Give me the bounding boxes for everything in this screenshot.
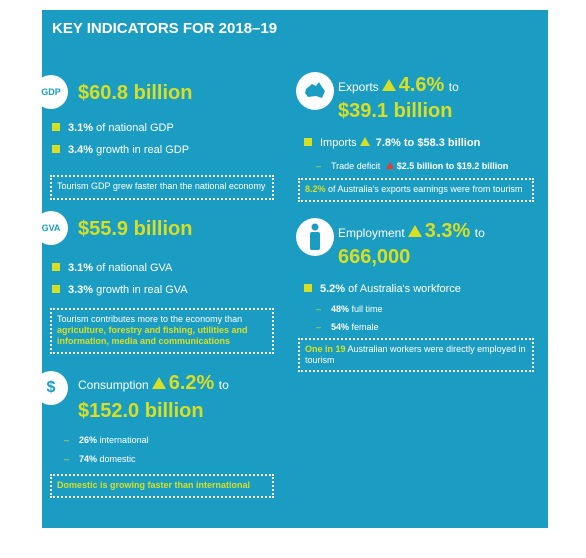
up-arrow (381, 79, 396, 91)
bullet: 3.1% of national GDP (52, 122, 174, 134)
person-head (311, 223, 319, 231)
employment-line: Employment 3.3% to (338, 220, 485, 243)
person-body (310, 232, 320, 250)
note: Tourism contributes more to the economy … (50, 308, 274, 354)
bullet-strong: 3.1% (68, 122, 94, 134)
bullet-text: growth in real GVA (96, 284, 188, 296)
bullet: 3.4% growth in real GDP (52, 144, 189, 156)
sub-strong: 74% (79, 454, 98, 464)
badge-text: GDP (41, 87, 61, 97)
indicator-panel: KEY INDICATORS FOR 2018–19 GDP $60.8 bil… (34, 10, 548, 528)
exports-headline: $39.1 billion (338, 100, 453, 122)
change: 4.6% (398, 74, 445, 96)
sub-item: 26% international (64, 435, 149, 445)
to: to (218, 378, 229, 392)
sub-text: full time (351, 304, 383, 314)
note: Domestic is growing faster than internat… (50, 474, 274, 498)
bullet-strong: 3.3% (68, 284, 94, 296)
change: 6.2% (168, 372, 215, 394)
sub-text: domestic (99, 454, 136, 464)
bullet: 5.2% of Australia's workforce (304, 283, 461, 295)
bullet-strong: 3.4% (68, 144, 94, 156)
map-shape (305, 82, 325, 98)
sub-item: 48% full time (316, 304, 383, 314)
person-glyph (310, 223, 320, 250)
title: KEY INDICATORS FOR 2018–19 (52, 20, 278, 37)
note: Tourism GDP grew faster than the nationa… (50, 175, 274, 200)
gdp-headline: $60.8 billion (78, 82, 193, 104)
gva-headline: $55.9 billion (78, 218, 193, 240)
bullet-strong: 7.8% (375, 137, 401, 149)
bullet-strong: 5.2% (320, 283, 346, 295)
sub-item: 54% female (316, 322, 379, 332)
bullet-text: Imports (320, 137, 357, 149)
to: to (448, 80, 459, 94)
sub-item: Trade deficit $2.5 billion to $19.2 bill… (316, 161, 508, 171)
bullet-text: of national GVA (96, 262, 173, 274)
note-text: Tourism GDP grew faster than the nationa… (57, 181, 266, 191)
map-glyph (305, 82, 325, 98)
up-arrow (151, 377, 166, 389)
badge-text: GVA (41, 223, 61, 233)
note-highlight: 8.2% (305, 184, 326, 194)
gva-badge: GVA (34, 211, 68, 245)
sub-item: 74% domestic (64, 454, 136, 464)
sub-text: international (99, 435, 149, 445)
australia-icon (296, 72, 334, 110)
sub-text: female (351, 322, 379, 332)
coins-icon: $ (34, 371, 68, 405)
sub-strong: 54% (331, 322, 350, 332)
sub-strong: 48% (331, 304, 350, 314)
bullet-strong: 3.1% (68, 262, 94, 274)
note-highlight: One in 19 (305, 344, 346, 354)
bullet-strong: to $58.3 billion (403, 137, 481, 149)
consumption-line: Consumption 6.2% to (78, 372, 229, 395)
bullet-text: of Australia's workforce (348, 283, 461, 295)
up-arrow (359, 137, 370, 146)
bullet: 3.1% of national GVA (52, 262, 172, 274)
consumption-headline: $152.0 billion (78, 400, 204, 422)
person-icon (296, 218, 334, 256)
bullet: 3.3% growth in real GVA (52, 284, 188, 296)
gdp-badge: GDP (34, 75, 68, 109)
sub-strong: $2.5 billion to $19.2 billion (396, 161, 509, 171)
label: Consumption (78, 378, 149, 392)
note: 8.2% of Australia's exports earnings wer… (298, 178, 534, 202)
label: Employment (338, 226, 405, 240)
bullet-text: of national GDP (96, 122, 174, 134)
note-text: Tourism contributes more to the economy … (57, 314, 243, 324)
employment-headline: 666,000 (338, 246, 411, 268)
bullet: Imports 7.8% to $58.3 billion (304, 137, 480, 149)
to: to (474, 226, 485, 240)
up-arrow (407, 225, 422, 237)
note-highlight: Domestic is growing faster than internat… (57, 480, 251, 490)
change: 3.3% (424, 220, 471, 242)
bullet-text: growth in real GDP (96, 144, 190, 156)
note-text: of Australia's exports earnings were fro… (328, 184, 523, 194)
note-highlight: agriculture, forestry and fishing, utili… (57, 325, 248, 346)
label: Exports (338, 80, 379, 94)
up-arrow (385, 162, 394, 169)
note-text: Australian workers were directly employe… (305, 344, 526, 365)
note: One in 19 Australian workers were direct… (298, 338, 534, 372)
sub-strong: 26% (79, 435, 98, 445)
sub-text: Trade deficit (331, 161, 381, 171)
exports-line: Exports 4.6% to (338, 74, 459, 97)
